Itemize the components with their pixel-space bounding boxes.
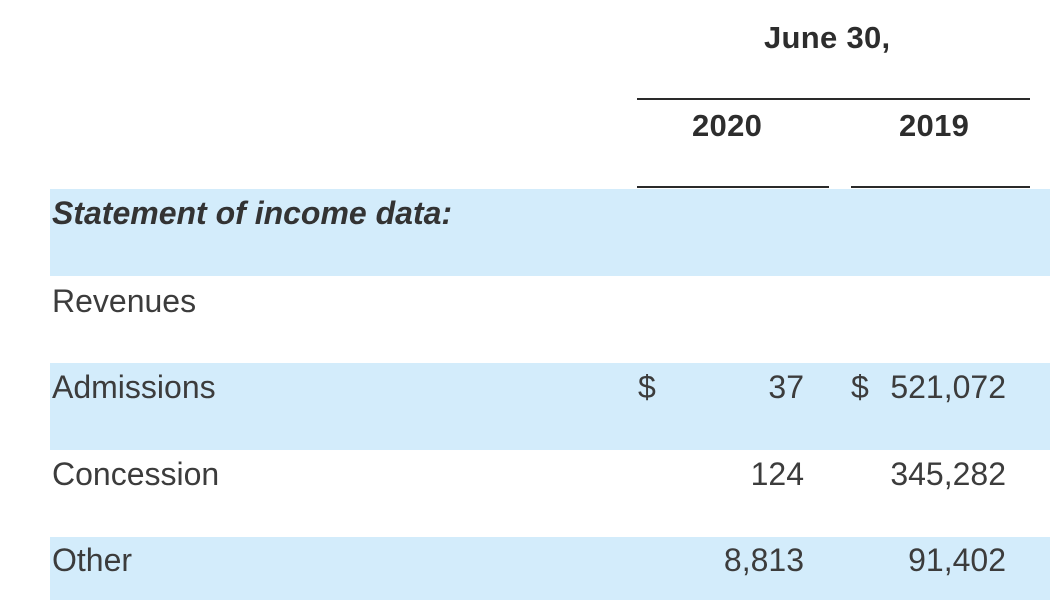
- period-underline: [637, 98, 1030, 100]
- other-2019-value: 91,402: [908, 542, 1006, 578]
- admissions-2019-value: 521,072: [890, 369, 1006, 405]
- column-header-2019: 2019: [899, 108, 970, 143]
- row-label-other: Other: [52, 542, 133, 578]
- concession-2019-value: 345,282: [890, 456, 1006, 492]
- section-title: Statement of income data:: [52, 195, 453, 231]
- section-row-band: [50, 189, 1050, 276]
- row-label-admissions: Admissions: [52, 369, 216, 405]
- column-2019-underline: [851, 186, 1030, 188]
- concession-2020-value: 124: [750, 456, 804, 492]
- other-2020-value: 8,813: [723, 542, 804, 578]
- currency-symbol-2019: $: [851, 369, 869, 405]
- row-label-revenues: Revenues: [52, 283, 197, 319]
- currency-symbol-2020: $: [638, 369, 656, 405]
- column-2020-underline: [637, 186, 829, 188]
- admissions-2020-value: 37: [768, 369, 804, 405]
- row-band-other: [50, 537, 1050, 600]
- column-header-2020: 2020: [692, 108, 763, 143]
- row-label-concession: Concession: [52, 456, 220, 492]
- period-header: June 30,: [764, 20, 891, 55]
- row-band-admissions: [50, 363, 1050, 450]
